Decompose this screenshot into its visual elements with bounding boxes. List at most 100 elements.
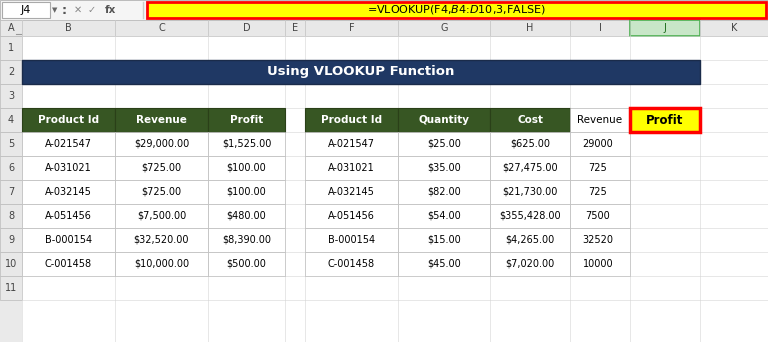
Bar	[22, 204, 115, 228]
Text: A-032145: A-032145	[45, 187, 92, 197]
Text: $625.00: $625.00	[510, 139, 550, 149]
Text: 725: 725	[588, 163, 607, 173]
Bar	[0, 180, 22, 204]
Text: D: D	[243, 23, 250, 33]
Text: F: F	[349, 23, 354, 33]
Bar	[208, 108, 285, 132]
Text: $1,525.00: $1,525.00	[222, 139, 271, 149]
Bar	[305, 132, 398, 156]
Text: $21,730.00: $21,730.00	[502, 187, 558, 197]
Bar	[22, 156, 115, 180]
Bar	[490, 20, 570, 36]
Text: $8,390.00: $8,390.00	[222, 235, 271, 245]
Bar	[115, 108, 208, 132]
Text: Revenue: Revenue	[136, 115, 187, 125]
Text: ▼: ▼	[52, 7, 58, 13]
Text: $725.00: $725.00	[141, 187, 181, 197]
Bar	[398, 228, 490, 252]
Bar	[115, 252, 208, 276]
Text: Revenue: Revenue	[578, 115, 623, 125]
Text: $32,520.00: $32,520.00	[134, 235, 189, 245]
Bar	[570, 204, 630, 228]
Bar	[285, 20, 305, 36]
Text: A-051456: A-051456	[328, 211, 375, 221]
Bar	[398, 180, 490, 204]
Bar	[0, 108, 22, 132]
Bar	[570, 20, 630, 36]
Text: Product Id: Product Id	[38, 115, 99, 125]
Bar	[0, 252, 22, 276]
Bar	[490, 204, 570, 228]
Text: 29000: 29000	[583, 139, 614, 149]
Bar	[208, 20, 285, 36]
Text: 3: 3	[8, 91, 14, 101]
Text: J: J	[664, 23, 667, 33]
Text: $725.00: $725.00	[141, 163, 181, 173]
Bar	[305, 252, 398, 276]
Text: G: G	[440, 23, 448, 33]
Bar	[208, 132, 285, 156]
Bar	[398, 204, 490, 228]
Bar	[22, 228, 115, 252]
Bar	[0, 156, 22, 180]
Bar	[0, 132, 22, 156]
Bar	[490, 252, 570, 276]
Bar	[2, 2, 50, 18]
Bar	[0, 228, 22, 252]
Text: 7: 7	[8, 187, 14, 197]
Text: $29,000.00: $29,000.00	[134, 139, 189, 149]
Bar	[115, 180, 208, 204]
Bar	[570, 132, 630, 156]
Text: Profit: Profit	[647, 114, 684, 127]
Text: $25.00: $25.00	[427, 139, 461, 149]
Text: $355,428.00: $355,428.00	[499, 211, 561, 221]
Text: ✓: ✓	[88, 5, 96, 15]
Text: ✕: ✕	[74, 5, 82, 15]
Text: 7500: 7500	[586, 211, 611, 221]
Bar	[208, 156, 285, 180]
Bar	[490, 132, 570, 156]
Text: $4,265.00: $4,265.00	[505, 235, 554, 245]
Bar	[570, 180, 630, 204]
Text: Profit: Profit	[230, 115, 263, 125]
Bar	[115, 132, 208, 156]
Bar	[490, 156, 570, 180]
Bar	[0, 0, 768, 20]
Text: A-032145: A-032145	[328, 187, 375, 197]
Text: I: I	[598, 23, 601, 33]
Text: B-000154: B-000154	[45, 235, 92, 245]
Bar	[208, 204, 285, 228]
Text: =VLOOKUP(F4,$B$4:$D$10,3,FALSE): =VLOOKUP(F4,$B$4:$D$10,3,FALSE)	[367, 3, 546, 16]
Bar	[208, 228, 285, 252]
Text: J4: J4	[21, 5, 31, 15]
Bar	[115, 20, 208, 36]
Bar	[398, 156, 490, 180]
Bar	[630, 20, 700, 36]
Bar	[22, 36, 768, 342]
Bar	[570, 108, 630, 132]
Bar	[570, 228, 630, 252]
Bar	[208, 252, 285, 276]
Bar	[570, 156, 630, 180]
Text: C: C	[158, 23, 165, 33]
Bar	[115, 156, 208, 180]
Text: 2: 2	[8, 67, 14, 77]
Bar	[115, 228, 208, 252]
Bar	[490, 108, 570, 132]
Text: B-000154: B-000154	[328, 235, 375, 245]
Text: $35.00: $35.00	[427, 163, 461, 173]
Text: 32520: 32520	[582, 235, 614, 245]
Text: 6: 6	[8, 163, 14, 173]
Text: A-031021: A-031021	[328, 163, 375, 173]
Bar	[398, 108, 490, 132]
Text: Using VLOOKUP Function: Using VLOOKUP Function	[267, 66, 455, 79]
Text: 1: 1	[8, 43, 14, 53]
Text: $500.00: $500.00	[227, 259, 266, 269]
Text: E: E	[292, 23, 298, 33]
Bar	[147, 2, 766, 18]
Bar	[22, 108, 115, 132]
Bar	[0, 84, 22, 108]
Text: 11: 11	[5, 283, 17, 293]
Text: H: H	[526, 23, 534, 33]
Text: Product Id: Product Id	[321, 115, 382, 125]
